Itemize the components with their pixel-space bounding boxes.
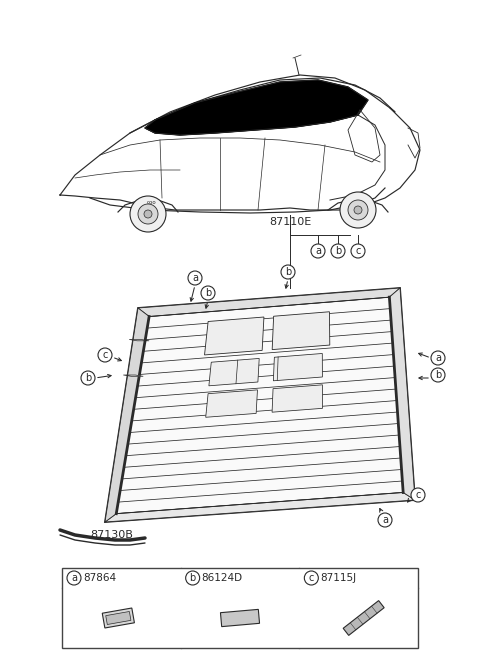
Circle shape: [354, 206, 362, 214]
Circle shape: [81, 371, 95, 385]
Text: a: a: [382, 515, 388, 525]
Polygon shape: [272, 385, 323, 412]
Text: 86124D: 86124D: [202, 573, 243, 583]
Text: 87864: 87864: [83, 573, 116, 583]
Text: b: b: [335, 246, 341, 256]
Text: a: a: [192, 273, 198, 283]
Polygon shape: [106, 612, 131, 624]
Circle shape: [281, 265, 295, 279]
Polygon shape: [272, 312, 330, 350]
Polygon shape: [204, 317, 264, 355]
Text: coo: coo: [147, 200, 157, 204]
Circle shape: [331, 244, 345, 258]
Polygon shape: [343, 601, 384, 635]
Text: c: c: [415, 490, 420, 500]
Polygon shape: [389, 288, 415, 500]
Circle shape: [411, 488, 425, 502]
Circle shape: [201, 286, 215, 300]
Text: c: c: [309, 573, 314, 583]
Circle shape: [188, 271, 202, 285]
Text: 87110E: 87110E: [269, 217, 311, 227]
Circle shape: [144, 210, 152, 218]
Circle shape: [348, 200, 368, 220]
Circle shape: [311, 244, 325, 258]
Text: a: a: [315, 246, 321, 256]
Text: c: c: [355, 246, 360, 256]
Circle shape: [130, 196, 166, 232]
Polygon shape: [102, 608, 134, 628]
Polygon shape: [116, 297, 403, 514]
Text: b: b: [205, 288, 211, 298]
Polygon shape: [274, 354, 323, 381]
Text: b: b: [85, 373, 91, 383]
Polygon shape: [220, 609, 260, 627]
Text: b: b: [285, 267, 291, 277]
Circle shape: [351, 244, 365, 258]
Polygon shape: [105, 308, 149, 522]
Polygon shape: [123, 375, 143, 377]
Polygon shape: [129, 339, 149, 341]
Polygon shape: [206, 390, 257, 417]
Polygon shape: [209, 358, 259, 386]
Text: 87130B: 87130B: [90, 530, 133, 540]
Text: a: a: [71, 573, 77, 583]
FancyBboxPatch shape: [62, 568, 418, 648]
Text: b: b: [190, 573, 196, 583]
Polygon shape: [105, 288, 415, 522]
Circle shape: [67, 571, 81, 585]
Circle shape: [378, 513, 392, 527]
Text: 87115J: 87115J: [320, 573, 357, 583]
Text: c: c: [102, 350, 108, 360]
Circle shape: [431, 368, 445, 382]
Polygon shape: [145, 80, 368, 135]
Circle shape: [98, 348, 112, 362]
Text: b: b: [435, 370, 441, 380]
Polygon shape: [105, 493, 415, 522]
Circle shape: [186, 571, 200, 585]
Circle shape: [138, 204, 158, 224]
Circle shape: [431, 351, 445, 365]
Circle shape: [340, 192, 376, 228]
Polygon shape: [138, 288, 400, 316]
Circle shape: [304, 571, 318, 585]
Text: a: a: [435, 353, 441, 363]
